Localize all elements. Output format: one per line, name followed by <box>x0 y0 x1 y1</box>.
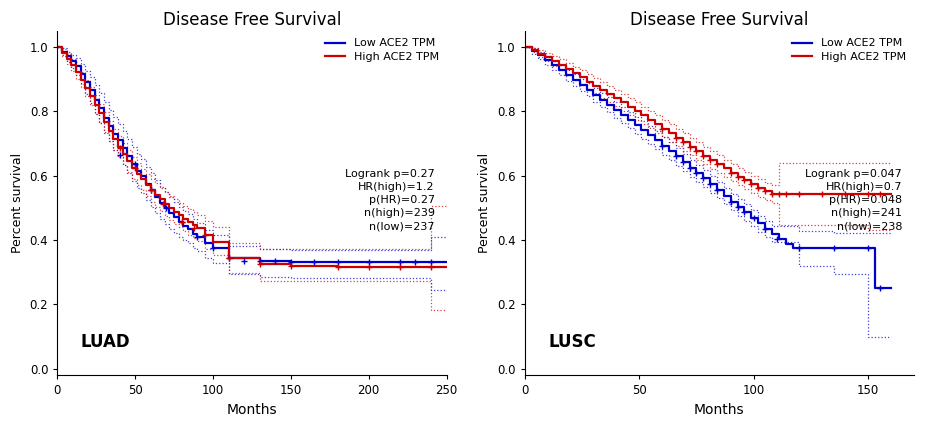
Legend: Low ACE2 TPM, High ACE2 TPM: Low ACE2 TPM, High ACE2 TPM <box>790 36 908 64</box>
Title: Disease Free Survival: Disease Free Survival <box>163 11 341 29</box>
Title: Disease Free Survival: Disease Free Survival <box>630 11 808 29</box>
Legend: Low ACE2 TPM, High ACE2 TPM: Low ACE2 TPM, High ACE2 TPM <box>323 36 441 64</box>
Text: Logrank p=0.047
HR(high)=0.7
p(HR)=0.048
n(high)=241
n(low)=238: Logrank p=0.047 HR(high)=0.7 p(HR)=0.048… <box>806 169 902 231</box>
Text: LUAD: LUAD <box>80 333 130 351</box>
X-axis label: Months: Months <box>227 403 278 417</box>
Y-axis label: Percent survival: Percent survival <box>478 153 491 253</box>
Y-axis label: Percent survival: Percent survival <box>11 153 24 253</box>
Text: LUSC: LUSC <box>548 333 596 351</box>
X-axis label: Months: Months <box>694 403 745 417</box>
Text: Logrank p=0.27
HR(high)=1.2
p(HR)=0.27
n(high)=239
n(low)=237: Logrank p=0.27 HR(high)=1.2 p(HR)=0.27 n… <box>345 169 435 231</box>
